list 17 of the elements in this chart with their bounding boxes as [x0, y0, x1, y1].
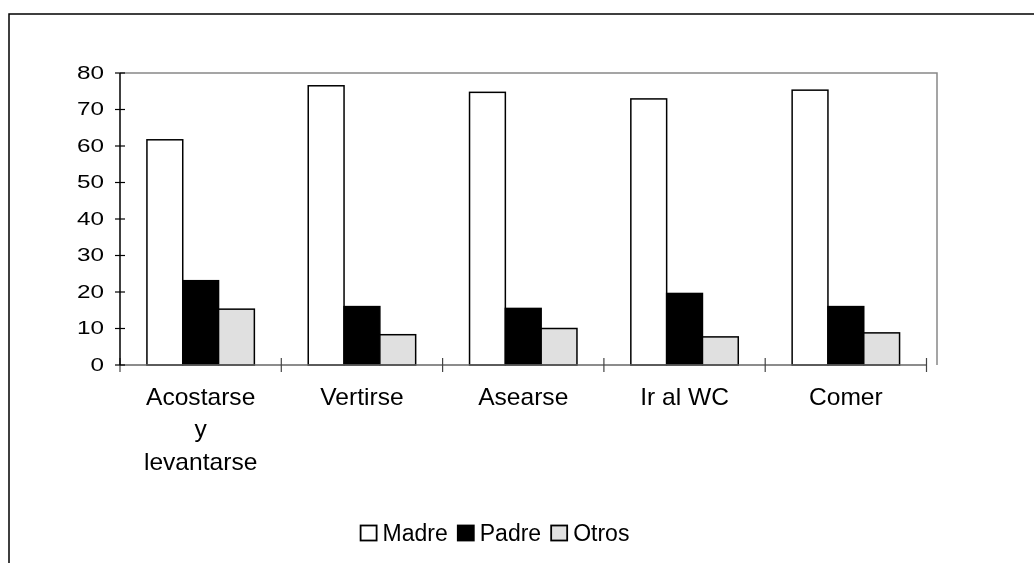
x-tick-label: Asearse — [478, 383, 569, 410]
legend-label: Padre — [479, 520, 542, 546]
x-tick-label: Vertirse — [320, 383, 404, 410]
y-tick-label: 10 — [76, 318, 105, 339]
x-tick-label: Acostarse y levantarse — [143, 383, 258, 475]
x-tick-label: Ir al WC — [640, 383, 729, 410]
y-tick-label: 60 — [76, 135, 105, 157]
y-tick-label: 50 — [76, 172, 105, 193]
y-tick-label: 20 — [76, 281, 105, 303]
y-tick-label: 80 — [76, 62, 105, 84]
legend-label: Madre — [382, 520, 448, 546]
y-tick-label: 70 — [76, 99, 105, 120]
y-tick-label: 0 — [90, 354, 105, 376]
y-tick-label: 40 — [76, 208, 105, 230]
x-tick-label: Comer — [808, 383, 883, 410]
y-tick-label: 30 — [76, 245, 105, 266]
legend-label: Otros — [573, 520, 630, 546]
